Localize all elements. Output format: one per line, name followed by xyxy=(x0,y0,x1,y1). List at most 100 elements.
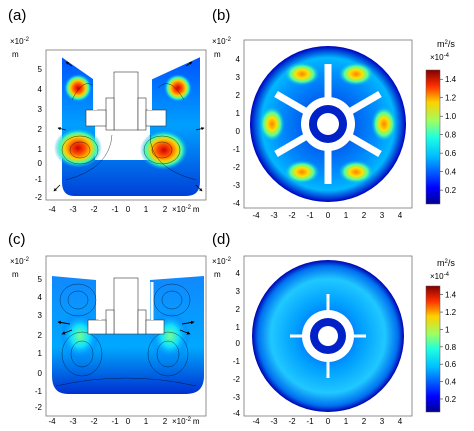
svg-text:-4: -4 xyxy=(48,205,56,214)
panel-a-baffles xyxy=(60,53,201,110)
svg-text:0: 0 xyxy=(236,127,241,136)
panel-a-hotspot-left xyxy=(54,128,102,168)
svg-text:2: 2 xyxy=(163,417,168,426)
panel-a-y-ticks: 5 4 3 2 1 0 -1 -2 xyxy=(35,65,43,202)
colorbar-top-unit: m2/s xyxy=(437,39,455,49)
svg-text:-2: -2 xyxy=(233,163,241,172)
colorbar-top-scale xyxy=(425,69,441,205)
svg-text:-2: -2 xyxy=(35,193,43,202)
svg-text:1: 1 xyxy=(38,349,43,358)
panel-a-y-exponent: ×10-2 xyxy=(10,37,30,46)
panel-b-y-ticks: 4 3 2 1 0 -1 -2 -3 -4 xyxy=(233,55,241,208)
colorbar-tick-label: 1.0 xyxy=(445,112,457,121)
svg-text:-4: -4 xyxy=(252,417,260,426)
svg-text:-1: -1 xyxy=(233,145,241,154)
svg-text:0: 0 xyxy=(126,205,131,214)
svg-text:1: 1 xyxy=(144,205,149,214)
colorbar-tick-label: 1.4 xyxy=(445,291,457,300)
colorbar-tick-label: 0.2 xyxy=(445,395,457,404)
svg-text:0: 0 xyxy=(326,417,331,426)
colorbar-tick-label: 0.8 xyxy=(445,131,457,140)
svg-text:-1: -1 xyxy=(306,211,314,220)
panel-b: (b) ×10-2 m -4 -3 -2 -1 0 xyxy=(212,7,413,220)
panel-d-y-ticks: 4 3 2 1 0 -1 -2 -3 -4 xyxy=(233,269,241,418)
colorbar-bottom-ticks: 1.4 1.2 1 0.8 0.6 0.4 0.2 xyxy=(440,291,457,404)
svg-text:-2: -2 xyxy=(90,205,98,214)
colorbar-tick-label: 0.4 xyxy=(445,168,457,177)
svg-text:0: 0 xyxy=(326,211,331,220)
panel-d-y-exponent: ×10-2 xyxy=(212,257,232,266)
colorbar-tick-label: 0.6 xyxy=(445,360,457,369)
panel-a-streamlines xyxy=(61,83,197,181)
panel-d: (d) ×10-2 m -4 -3 -2 -1 0 1 2 3 4 4 3 2 xyxy=(212,231,413,426)
panel-c-zone-right xyxy=(150,312,190,360)
colorbar-top-ticks: 1.4 1.2 1.0 0.8 0.6 0.4 0.2 xyxy=(440,75,457,195)
svg-text:2: 2 xyxy=(236,305,241,314)
panel-d-frame xyxy=(243,255,413,417)
svg-text:0: 0 xyxy=(38,369,43,378)
panel-a-impeller xyxy=(85,71,167,131)
svg-text:-2: -2 xyxy=(288,211,296,220)
colorbar-bottom-multiplier: ×10-4 xyxy=(430,272,450,281)
svg-text:-3: -3 xyxy=(69,205,77,214)
svg-text:2: 2 xyxy=(163,205,168,214)
colorbar-tick-label: 1.2 xyxy=(445,308,457,317)
svg-text:-1: -1 xyxy=(233,357,241,366)
svg-text:-3: -3 xyxy=(270,211,278,220)
svg-text:-4: -4 xyxy=(233,199,241,208)
panel-a-hotspot-upper-left xyxy=(64,74,92,102)
svg-text:-2: -2 xyxy=(35,403,43,412)
svg-text:0: 0 xyxy=(236,339,241,348)
svg-text:4: 4 xyxy=(236,269,241,278)
panel-c-label: (c) xyxy=(8,231,26,248)
svg-text:-1: -1 xyxy=(111,417,119,426)
panel-d-baffle-spokes xyxy=(290,294,366,378)
svg-text:-3: -3 xyxy=(69,417,77,426)
svg-text:-1: -1 xyxy=(35,387,43,396)
panel-d-label: (d) xyxy=(212,231,230,248)
panel-c-baffles xyxy=(98,282,154,320)
colorbar-bottom-unit: m2/s xyxy=(437,258,455,268)
panel-c: (c) ×10-2 m xyxy=(8,231,207,426)
panel-a-hotspot-right xyxy=(140,130,188,170)
colorbar-tick-label: 0.2 xyxy=(445,186,457,195)
svg-text:-1: -1 xyxy=(111,205,119,214)
panel-a-label: (a) xyxy=(8,7,26,24)
colorbar-top: m2/s ×10-4 1.4 1.2 1.0 0.8 0.6 0.4 0.2 xyxy=(425,39,457,205)
svg-text:2: 2 xyxy=(236,91,241,100)
svg-text:-2: -2 xyxy=(288,417,296,426)
panel-c-y-unit: m xyxy=(12,270,19,279)
svg-text:-1: -1 xyxy=(35,175,43,184)
panel-c-x-ticks: -4 -3 -2 -1 0 1 2 xyxy=(48,417,167,426)
svg-text:1: 1 xyxy=(236,109,241,118)
svg-text:3: 3 xyxy=(38,311,43,320)
panel-a-hotspot-upper-right xyxy=(164,74,192,102)
panel-a-x-exponent: ×10-2 m xyxy=(172,205,200,214)
svg-text:-2: -2 xyxy=(90,417,98,426)
panel-a-x-ticks: -4 -3 -2 -1 0 1 2 xyxy=(48,205,167,214)
svg-text:-4: -4 xyxy=(48,417,56,426)
panel-b-label: (b) xyxy=(212,7,230,24)
svg-text:4: 4 xyxy=(38,293,43,302)
svg-text:1: 1 xyxy=(236,323,241,332)
panel-a-y-unit: m xyxy=(12,50,19,59)
svg-text:-3: -3 xyxy=(270,417,278,426)
svg-text:5: 5 xyxy=(38,275,43,284)
panel-b-x-ticks: -4 -3 -2 -1 0 1 2 3 4 xyxy=(252,211,402,220)
svg-text:1: 1 xyxy=(144,417,149,426)
panel-c-zone-left xyxy=(60,312,100,360)
colorbar-tick-label: 1.4 xyxy=(445,75,457,84)
panel-c-impeller xyxy=(87,277,165,335)
panel-c-frame xyxy=(45,255,207,417)
panel-b-y-exponent: ×10-2 xyxy=(212,37,232,46)
svg-text:-4: -4 xyxy=(252,211,260,220)
svg-text:3: 3 xyxy=(380,417,385,426)
colorbar-tick-label: 1.2 xyxy=(445,94,457,103)
panel-a-frame xyxy=(45,49,207,201)
panel-d-y-unit: m xyxy=(214,270,221,279)
svg-text:5: 5 xyxy=(38,65,43,74)
colorbar-tick-label: 0.6 xyxy=(445,149,457,158)
svg-text:0: 0 xyxy=(126,417,131,426)
colorbar-bottom-scale xyxy=(425,285,441,413)
